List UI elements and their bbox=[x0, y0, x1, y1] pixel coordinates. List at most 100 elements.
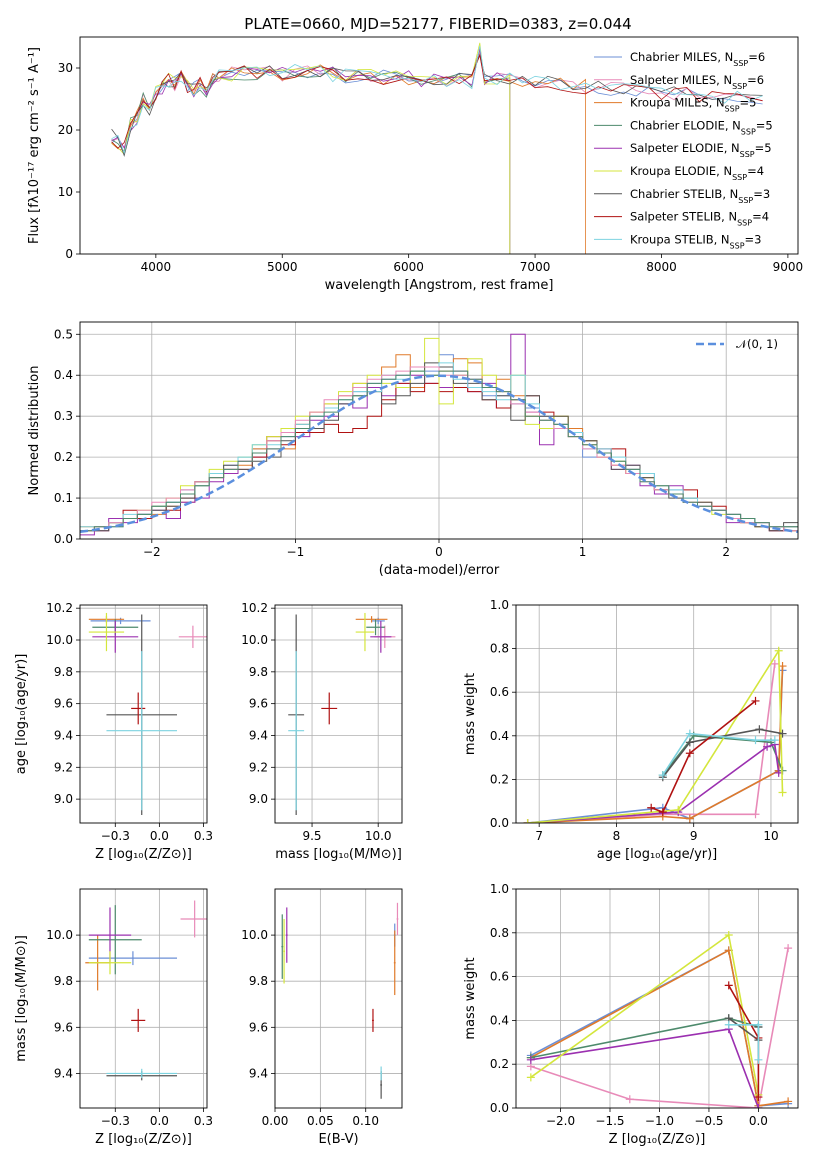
errorbar-point bbox=[370, 620, 392, 653]
y-tick-label: 0.2 bbox=[490, 772, 509, 786]
weight-point-marker bbox=[763, 742, 772, 751]
spectrum-series-line bbox=[111, 53, 763, 157]
legend-series-name: Kroupa STELIB, N bbox=[630, 232, 730, 246]
errorbar-point bbox=[380, 1066, 383, 1081]
weight-point-marker bbox=[751, 696, 760, 705]
axes-frame bbox=[515, 888, 799, 1109]
spectrum-lines bbox=[111, 42, 763, 254]
spectrum-series-line bbox=[111, 49, 763, 157]
x-tick-label: 6000 bbox=[393, 260, 424, 274]
y-tick-label: 10.2 bbox=[241, 601, 268, 615]
x-tick-label: 1 bbox=[579, 545, 587, 559]
x-tick-label: −1.0 bbox=[645, 1114, 674, 1128]
axes-frame bbox=[79, 36, 799, 255]
y-tick-label: 10.0 bbox=[241, 928, 268, 942]
x-axis-label: wavelength [Angstrom, rest frame] bbox=[325, 278, 554, 293]
legend-series-name: Kroupa ELODIE, N bbox=[630, 164, 732, 178]
x-tick-label: 2 bbox=[722, 545, 730, 559]
weight-point-marker bbox=[658, 771, 667, 780]
weight-point-marker bbox=[751, 736, 760, 745]
weight-point-marker bbox=[526, 1073, 535, 1082]
extinction-mass-panel: 0.00 0.05 0.10 9.4 9.6 9.8 10.0 E(B-V) bbox=[241, 888, 403, 1147]
weight-point-marker bbox=[685, 738, 694, 747]
legend-label: Kroupa ELODIE, NSSP=4 bbox=[630, 164, 764, 182]
axes-frame bbox=[79, 888, 208, 1109]
legend-series-suffix: =5 bbox=[740, 96, 757, 110]
y-tick-label: 9.2 bbox=[54, 760, 73, 774]
axes-frame bbox=[515, 604, 799, 824]
legend-label: Kroupa STELIB, NSSP=3 bbox=[630, 232, 761, 250]
x-axis-label: age [log₁₀(age/yr)] bbox=[597, 847, 718, 862]
errorbar-points bbox=[85, 900, 207, 1081]
y-tick-label: 10.0 bbox=[46, 928, 73, 942]
weight-point-marker bbox=[658, 808, 667, 817]
legend-series-suffix: =3 bbox=[753, 187, 770, 201]
weight-point-marker bbox=[526, 1055, 535, 1064]
y-tick-label: 0 bbox=[65, 247, 73, 261]
legend-series-sub: SSP bbox=[738, 195, 753, 204]
weight-series-line bbox=[527, 648, 784, 823]
errorbar-point bbox=[285, 907, 288, 963]
legend-series-suffix: =4 bbox=[752, 210, 769, 224]
legend-label: Salpeter STELIB, NSSP=4 bbox=[630, 210, 769, 228]
errorbar-point bbox=[366, 619, 385, 636]
weight-series-line bbox=[530, 933, 760, 1096]
weight-lines bbox=[523, 646, 787, 823]
errorbar-points bbox=[88, 612, 207, 816]
x-tick-label: 0.0 bbox=[150, 1114, 169, 1128]
weight-series-line bbox=[530, 949, 789, 1107]
errorbar-point bbox=[88, 612, 125, 652]
weight-point-marker bbox=[754, 1104, 763, 1108]
legend-label: 𝒩(0, 1) bbox=[736, 337, 778, 351]
y-tick-label: 9.0 bbox=[54, 792, 73, 806]
y-tick-label: 9.6 bbox=[249, 697, 268, 711]
y-tick-label: 0.0 bbox=[490, 1101, 509, 1115]
legend-series-suffix: =6 bbox=[748, 50, 765, 64]
legend-series-sub: SSP bbox=[737, 218, 752, 227]
y-tick-label: 10.2 bbox=[46, 601, 73, 615]
weight-point-marker bbox=[784, 944, 793, 953]
errorbar-points bbox=[288, 612, 396, 816]
y-tick-label: 9.4 bbox=[249, 1066, 268, 1080]
y-tick-label: 0.0 bbox=[54, 532, 73, 546]
errorbar-points bbox=[281, 902, 399, 1099]
legend-series-name: Chabrier STELIB, N bbox=[630, 187, 738, 201]
y-tick-label: 9.4 bbox=[249, 728, 268, 742]
x-tick-label: −2 bbox=[143, 545, 161, 559]
legend-label: Chabrier ELODIE, NSSP=5 bbox=[630, 118, 773, 136]
errorbar-point bbox=[393, 930, 396, 996]
x-tick-label: 0.05 bbox=[307, 1114, 334, 1128]
metallicity-mass-panel: −0.3 0.0 0.3 9.4 9.6 9.8 10.0 Z [log₁₀(Z/Z⊙)] ma… bbox=[14, 888, 213, 1147]
figure-title: PLATE=0660, MJD=52177, FIBERID=0383, z=0… bbox=[244, 15, 631, 33]
weight-point-marker bbox=[754, 1055, 763, 1064]
x-tick-label: −2.0 bbox=[546, 1114, 575, 1128]
weight-series-line bbox=[530, 1028, 760, 1108]
x-tick-label: −0.3 bbox=[101, 1114, 130, 1128]
x-tick-label: 8000 bbox=[646, 260, 677, 274]
errorbar-point bbox=[281, 914, 284, 979]
x-tick-label: 5000 bbox=[267, 260, 298, 274]
x-tick-label: −1 bbox=[287, 545, 305, 559]
y-tick-label: 9.8 bbox=[54, 665, 73, 679]
metallicity-weight-panel: −2.0 −1.5 −1.0 −0.5 0.0 0.0 0.2 0.4 0.6 0.8 1.0 Z [… bbox=[463, 882, 799, 1147]
weight-point-marker bbox=[685, 729, 694, 738]
y-tick-label: 9.2 bbox=[249, 760, 268, 774]
spectrum-panel: 4000 5000 6000 7000 8000 9000 0 10 20 30 wavelengt… bbox=[27, 36, 803, 293]
y-tick-label: 9.6 bbox=[54, 697, 73, 711]
weight-point-marker bbox=[784, 1097, 793, 1106]
y-axis-label: Normed distribution bbox=[27, 366, 42, 496]
legend-series-name: Salpeter STELIB, N bbox=[630, 210, 737, 224]
errorbar-point bbox=[355, 616, 388, 623]
legend-label: Chabrier STELIB, NSSP=3 bbox=[630, 187, 770, 205]
legend-series-suffix: =5 bbox=[756, 118, 773, 132]
errorbar-point bbox=[88, 951, 178, 966]
age-weight-panel: 7 8 9 10 0.0 0.2 0.4 0.6 0.8 1.0 age [log₁₀(age/yr… bbox=[463, 598, 799, 862]
errorbar-point bbox=[396, 902, 399, 936]
errorbar-point bbox=[92, 620, 139, 653]
y-tick-label: 9.8 bbox=[249, 665, 268, 679]
y-axis-label: mass weight bbox=[463, 957, 478, 1039]
errorbar-point bbox=[88, 905, 142, 975]
spectrum-series-line bbox=[111, 48, 511, 254]
errorbar-point bbox=[131, 1008, 146, 1032]
